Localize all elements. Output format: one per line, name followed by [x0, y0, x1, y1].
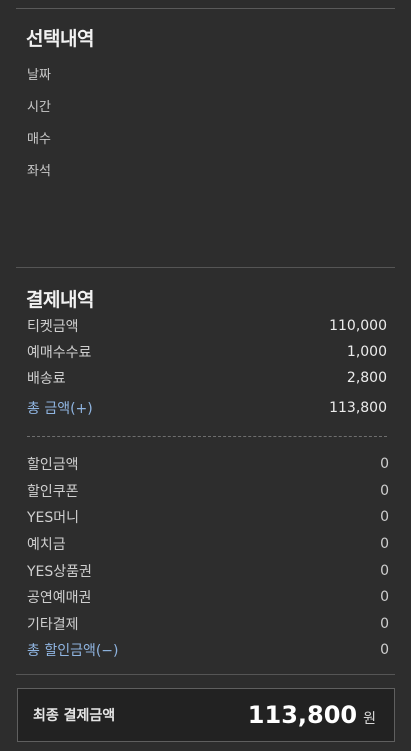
discount-row: 할인금액 0: [27, 454, 389, 474]
final-amount-unit: 원: [363, 711, 376, 727]
discount-value: 0: [380, 563, 389, 579]
charge-value: 2,800: [346, 370, 387, 386]
discount-row: 기타결제 0: [27, 614, 389, 634]
final-divider: [16, 674, 395, 675]
total-row: 총 금액(+) 113,800: [27, 398, 387, 418]
total-label: 총 금액(+): [27, 401, 93, 417]
charge-row: 배송료 2,800: [27, 368, 387, 388]
payment-title: 결제내역: [26, 289, 94, 311]
discount-value: 0: [380, 536, 389, 552]
section-divider: [16, 267, 395, 268]
discount-value: 0: [380, 483, 389, 499]
discount-label: 예치금: [27, 537, 66, 553]
discount-total-label: 총 할인금액(−): [27, 643, 119, 659]
discount-label: 공연예매권: [27, 590, 92, 606]
charge-row: 티켓금액 110,000: [27, 316, 387, 336]
final-amount-value: 113,800: [247, 701, 358, 729]
discount-value: 0: [380, 456, 389, 472]
charge-label: 배송료: [27, 371, 66, 387]
discount-label: 기타결제: [27, 617, 79, 633]
discount-row: YES상품권 0: [27, 561, 389, 581]
charge-label: 예매수수료: [27, 345, 92, 361]
discount-row: 예치금 0: [27, 534, 389, 554]
discount-value: 0: [380, 589, 389, 605]
discount-value: 0: [380, 509, 389, 525]
discount-row: 공연예매권 0: [27, 587, 389, 607]
total-value: 113,800: [329, 400, 387, 416]
discount-label: YES상품권: [27, 564, 92, 580]
discount-label: 할인금액: [27, 457, 79, 473]
charge-value: 1,000: [346, 344, 387, 360]
charge-row: 예매수수료 1,000: [27, 342, 387, 362]
discount-label: 할인쿠폰: [27, 484, 79, 500]
discount-row: 할인쿠폰 0: [27, 481, 389, 501]
discount-total-row: 총 할인금액(−) 0: [27, 640, 389, 660]
selection-time-label: 시간: [27, 100, 51, 115]
charge-value: 110,000: [329, 318, 387, 334]
discount-value: 0: [380, 616, 389, 632]
dashed-divider: [27, 436, 387, 437]
final-amount-label: 최종 결제금액: [33, 708, 116, 724]
final-amount-box: 최종 결제금액 113,800 원: [17, 688, 395, 742]
discount-label: YES머니: [27, 510, 80, 526]
selection-title: 선택내역: [26, 28, 94, 50]
selection-count-label: 매수: [27, 132, 51, 147]
selection-date-label: 날짜: [27, 68, 51, 83]
charge-label: 티켓금액: [27, 319, 79, 335]
top-divider: [16, 8, 395, 9]
selection-seat-label: 좌석: [27, 164, 51, 179]
discount-row: YES머니 0: [27, 507, 389, 527]
discount-total-value: 0: [380, 642, 389, 658]
final-amount-group: 113,800 원: [248, 701, 376, 729]
